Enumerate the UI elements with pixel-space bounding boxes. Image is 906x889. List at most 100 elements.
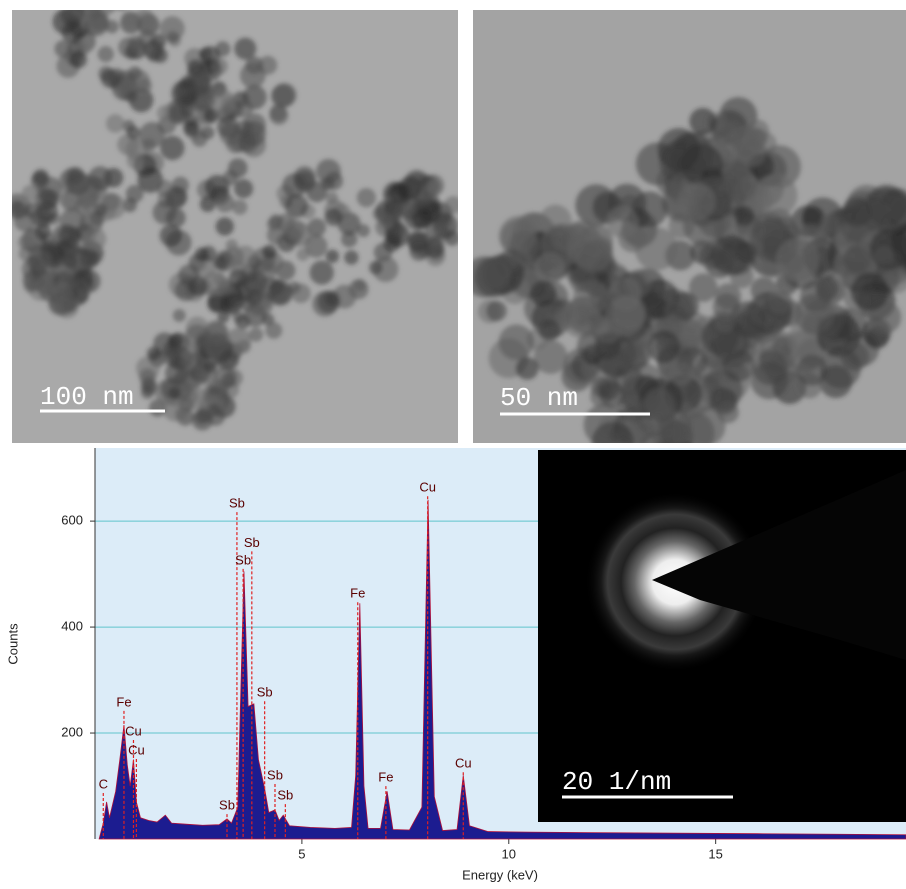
particle — [142, 139, 155, 152]
particle — [486, 301, 507, 322]
particle — [187, 73, 211, 97]
particle — [480, 259, 511, 290]
particle — [133, 9, 155, 31]
particle — [133, 0, 149, 3]
particle — [180, 103, 194, 117]
particle — [235, 314, 250, 329]
particle — [114, 0, 127, 10]
particle — [324, 208, 342, 226]
particle — [325, 172, 343, 190]
peak-label: Sb — [235, 552, 251, 567]
particle — [245, 290, 261, 306]
particle — [223, 247, 244, 268]
particle — [168, 387, 181, 400]
peak-label: C — [99, 776, 108, 791]
particle — [112, 0, 125, 1]
peak-label: Sb — [244, 535, 260, 550]
particle — [800, 280, 832, 312]
particle — [499, 324, 535, 360]
particle — [820, 213, 840, 233]
particle — [689, 108, 716, 135]
particle — [262, 245, 276, 259]
particle — [213, 273, 225, 285]
particle — [317, 291, 340, 314]
particle — [128, 66, 142, 80]
particle — [215, 193, 234, 212]
peak-label: Sb — [257, 685, 273, 700]
x-tick-label: 15 — [708, 846, 722, 861]
particle — [874, 246, 894, 266]
y-axis-label: Counts — [5, 623, 20, 665]
particle — [635, 395, 676, 436]
figure: 100 nm 50 nm 20040060051015CFeCuCuSbSbSb… — [0, 0, 906, 884]
particle — [265, 322, 282, 339]
particle — [282, 173, 307, 198]
x-tick-label: 5 — [298, 846, 305, 861]
particle — [66, 171, 90, 195]
particle — [618, 344, 647, 373]
particle — [610, 425, 630, 445]
particle — [11, 201, 23, 213]
particle — [216, 217, 234, 235]
particle — [399, 176, 422, 199]
particle — [310, 260, 334, 284]
particle — [797, 355, 828, 386]
particle — [234, 38, 256, 60]
particle — [127, 35, 145, 53]
particle — [173, 309, 186, 322]
particle — [58, 226, 80, 248]
particle — [842, 198, 871, 227]
particle — [217, 311, 229, 323]
particle — [147, 347, 161, 361]
particle — [37, 201, 58, 222]
particle — [236, 120, 252, 136]
particle — [199, 47, 211, 59]
particle — [66, 279, 90, 303]
particle — [705, 250, 733, 278]
page: {"images": [{"scale_label": "100 nm"}, {… — [0, 0, 906, 884]
peak-label: Sb — [229, 496, 245, 511]
particle — [201, 126, 214, 139]
particle — [851, 273, 889, 311]
particle — [185, 324, 210, 349]
peak-label: Fe — [378, 770, 393, 785]
particle — [269, 106, 288, 125]
particle — [184, 346, 198, 360]
particle — [109, 68, 125, 84]
particle — [444, 196, 462, 214]
y-tick-label: 400 — [61, 619, 83, 634]
particle — [102, 0, 122, 1]
particle — [67, 3, 85, 21]
particle — [139, 368, 156, 385]
particle — [125, 91, 137, 103]
particle — [229, 295, 243, 309]
scale-label: 20 1/nm — [562, 767, 671, 797]
particle — [539, 319, 561, 341]
scale-label: 50 nm — [500, 383, 578, 413]
particle — [516, 357, 539, 380]
particle — [178, 264, 199, 285]
particle — [219, 350, 238, 369]
particle — [383, 235, 400, 252]
particle — [88, 166, 112, 190]
particle — [344, 250, 358, 264]
particle — [240, 63, 266, 89]
particle — [426, 180, 442, 196]
x-tick-label: 10 — [502, 846, 516, 861]
particle — [369, 261, 383, 275]
scale-label: 100 nm — [40, 382, 134, 412]
particle — [195, 248, 209, 262]
particle — [753, 351, 788, 386]
particle — [609, 277, 642, 310]
particle — [843, 245, 871, 273]
particle — [95, 204, 108, 217]
particle — [63, 254, 77, 268]
particle — [80, 249, 100, 269]
particle — [540, 223, 584, 267]
particle — [357, 188, 376, 207]
particle — [271, 84, 295, 108]
particle — [677, 182, 715, 220]
particle — [106, 114, 125, 133]
peak-label: Fe — [116, 694, 131, 709]
particle — [228, 269, 247, 288]
